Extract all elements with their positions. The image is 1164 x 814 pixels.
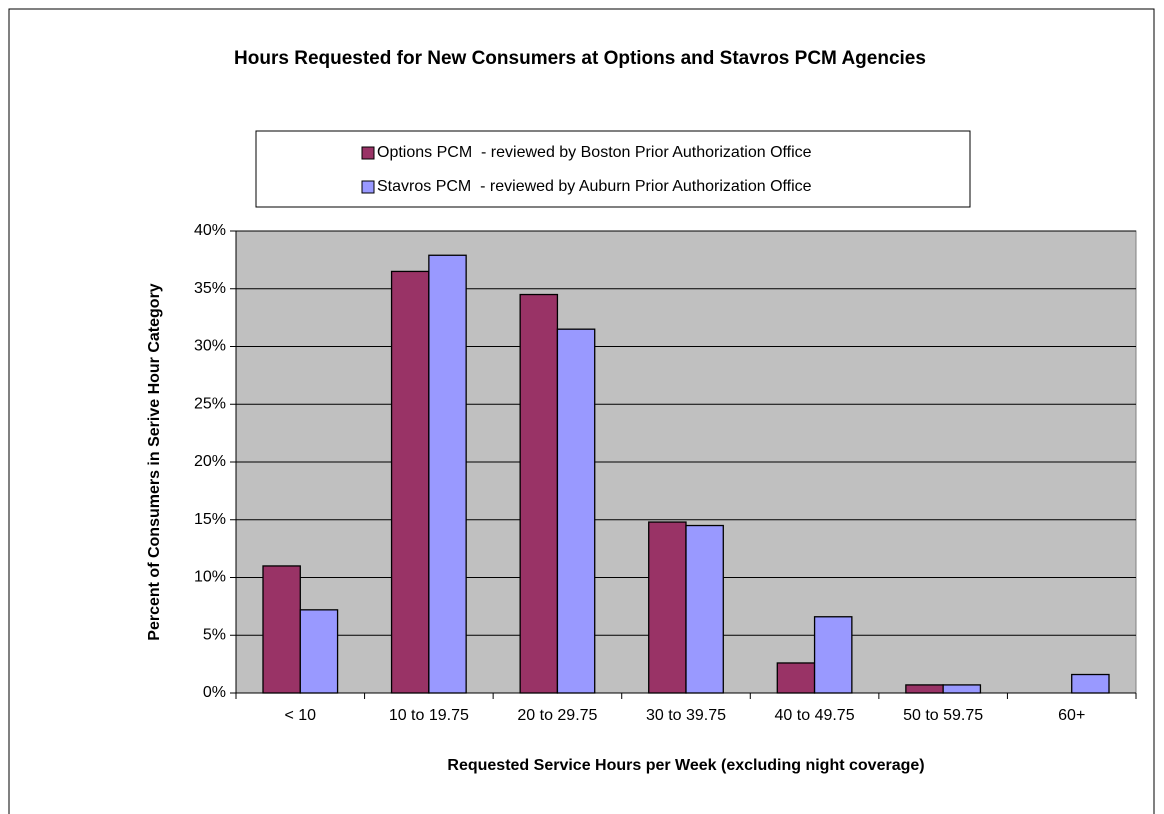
bar <box>648 521 687 694</box>
bar <box>1071 673 1110 694</box>
legend-label: Stavros PCM - reviewed by Auburn Prior A… <box>377 178 812 195</box>
bar <box>776 662 816 694</box>
x-tick-label: 10 to 19.75 <box>389 707 469 724</box>
y-tick-label: 20% <box>194 453 226 470</box>
y-tick-label: 35% <box>194 280 226 297</box>
bar <box>390 270 430 694</box>
bar <box>556 328 596 694</box>
x-tick-label: 40 to 49.75 <box>775 707 855 724</box>
bar <box>685 524 724 694</box>
bar <box>299 609 339 694</box>
y-tick-label: 25% <box>194 395 226 412</box>
chart-frame <box>8 8 1155 814</box>
bar <box>942 684 982 694</box>
legend-label: Options PCM - reviewed by Boston Prior A… <box>377 144 812 161</box>
y-tick-label: 5% <box>203 626 226 643</box>
bar <box>813 616 853 694</box>
x-tick-label: 30 to 39.75 <box>646 707 726 724</box>
x-axis-label: Requested Service Hours per Week (exclud… <box>447 757 924 774</box>
legend <box>255 130 971 208</box>
x-tick-label: 50 to 59.75 <box>903 707 983 724</box>
bar <box>428 254 467 694</box>
y-tick-label: 30% <box>194 338 226 355</box>
bar <box>519 293 559 694</box>
x-tick-label: 60+ <box>1058 707 1085 724</box>
chart-title: Hours Requested for New Consumers at Opt… <box>234 48 926 69</box>
y-tick-label: 0% <box>203 684 226 701</box>
y-tick-label: 10% <box>194 569 226 586</box>
bar <box>262 565 301 694</box>
legend-swatch <box>361 180 375 194</box>
bar <box>905 684 944 694</box>
legend-swatch <box>361 146 375 160</box>
x-tick-label: 20 to 29.75 <box>517 707 597 724</box>
y-tick-label: 15% <box>194 511 226 528</box>
x-tick-label: < 10 <box>284 707 316 724</box>
y-axis-label: Percent of Consumers in Serive Hour Cate… <box>146 283 163 641</box>
y-tick-label: 40% <box>194 222 226 239</box>
